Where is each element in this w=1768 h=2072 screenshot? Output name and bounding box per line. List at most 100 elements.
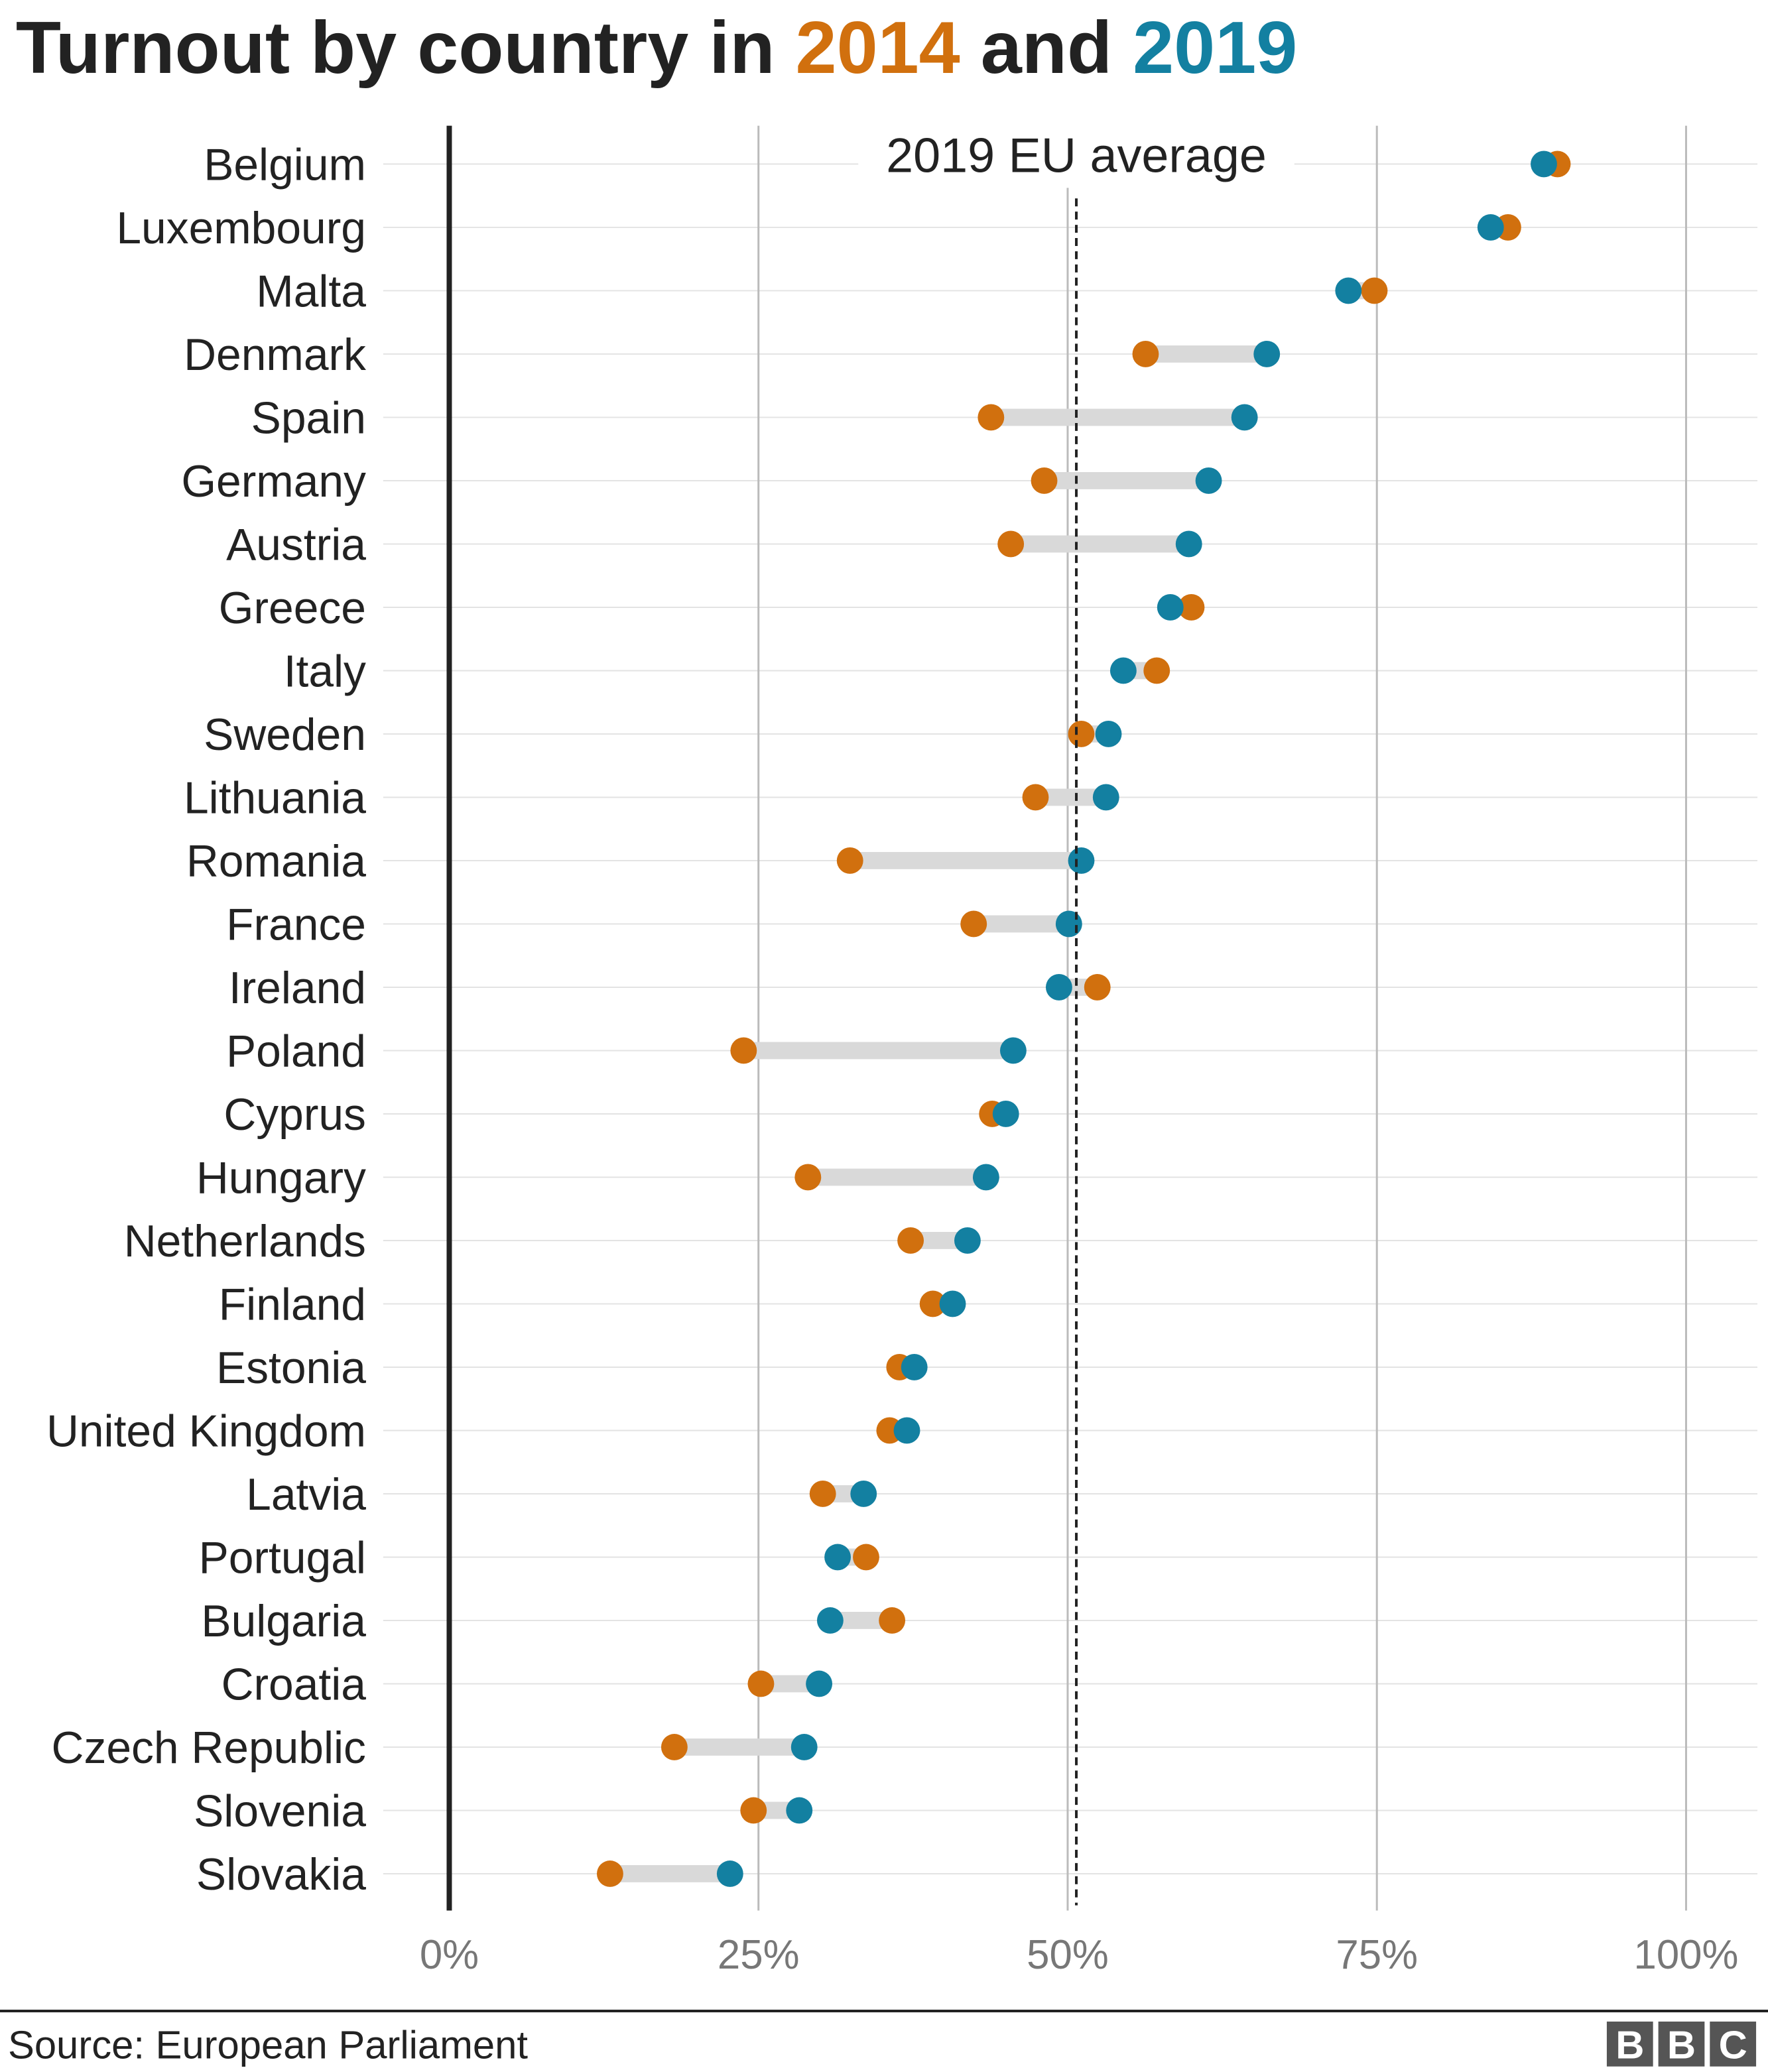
- country-label: Spain: [251, 393, 366, 443]
- dot-2019: [1045, 974, 1072, 1001]
- dot-2019: [1055, 910, 1082, 938]
- dot-2014: [1178, 594, 1205, 621]
- row-netherlands: Netherlands: [124, 1217, 981, 1266]
- dot-2019: [824, 1544, 851, 1571]
- dot-2019: [1195, 467, 1222, 494]
- title-year-2014: 2014: [796, 6, 960, 89]
- country-label: Slovenia: [194, 1786, 366, 1836]
- country-label: Finland: [219, 1280, 366, 1329]
- row-spain: Spain: [251, 393, 1258, 443]
- bbc-logo-block: [1606, 2021, 1653, 2067]
- row-united-kingdom: United Kingdom: [46, 1406, 920, 1456]
- row-slovenia: Slovenia: [194, 1786, 813, 1836]
- row-sweden: Sweden: [204, 710, 1122, 760]
- title-year-2019: 2019: [1133, 6, 1297, 89]
- country-label: Slovakia: [196, 1850, 366, 1900]
- country-label: Portugal: [199, 1533, 366, 1583]
- dot-2019: [850, 1481, 877, 1507]
- dot-2014: [897, 1227, 924, 1254]
- row-greece: Greece: [219, 583, 1205, 633]
- dot-2019: [893, 1417, 920, 1444]
- dot-2014: [730, 1037, 757, 1064]
- x-tick-label: 75%: [1336, 1932, 1418, 1978]
- country-label: Hungary: [196, 1153, 366, 1203]
- row-italy: Italy: [284, 646, 1170, 696]
- dot-2019: [1253, 341, 1281, 367]
- dot-2014: [960, 910, 987, 938]
- dot-2019: [1109, 657, 1137, 684]
- title-prefix: Turnout by country in: [16, 6, 796, 89]
- dot-2019: [1175, 530, 1202, 558]
- bbc-logo-block: [1658, 2021, 1705, 2067]
- dot-2019: [999, 1037, 1027, 1064]
- country-label: Sweden: [204, 710, 366, 760]
- row-latvia: Latvia: [246, 1470, 877, 1520]
- row-croatia: Croatia: [221, 1660, 833, 1709]
- dot-2014: [1143, 657, 1170, 684]
- vertical-gridlines: [757, 125, 1687, 1911]
- country-label: Italy: [284, 646, 366, 696]
- row-hungary: Hungary: [196, 1153, 999, 1203]
- country-label: Ireland: [229, 963, 366, 1013]
- dot-2019: [1068, 847, 1095, 874]
- country-label: Austria: [226, 520, 366, 570]
- row-bulgaria: Bulgaria: [201, 1597, 906, 1646]
- dot-2019: [954, 1227, 981, 1254]
- country-label: Cyprus: [223, 1090, 366, 1140]
- row-ireland: Ireland: [229, 963, 1111, 1013]
- row-belgium: Belgium: [204, 140, 1571, 190]
- row-germany: Germany: [181, 457, 1222, 507]
- country-label: Poland: [226, 1026, 366, 1076]
- dot-2014: [794, 1164, 822, 1191]
- dot-2014: [978, 404, 1005, 431]
- country-label: Germany: [181, 457, 366, 507]
- eu-average-label-bg: [858, 121, 1294, 188]
- dot-2014: [1031, 467, 1058, 494]
- dot-2019: [1231, 404, 1258, 431]
- x-tick-label: 100%: [1633, 1932, 1738, 1978]
- chart-title: Turnout by country in 2014 and 2019: [16, 6, 1297, 89]
- row-cyprus: Cyprus: [223, 1090, 1019, 1140]
- row-france: France: [226, 900, 1082, 949]
- dot-2014: [596, 1860, 623, 1887]
- dot-2019: [1095, 721, 1122, 747]
- row-portugal: Portugal: [199, 1533, 879, 1583]
- country-label: Lithuania: [184, 773, 366, 823]
- country-label: Netherlands: [124, 1217, 366, 1266]
- country-label: Croatia: [221, 1660, 367, 1709]
- row-malta: Malta: [256, 267, 1388, 316]
- dot-2019: [1092, 784, 1119, 811]
- x-tick-label: 25%: [718, 1932, 800, 1978]
- row-slovakia: Slovakia: [196, 1850, 743, 1900]
- row-estonia: Estonia: [216, 1343, 928, 1393]
- bbc-logo-letter: B: [1615, 2023, 1644, 2067]
- data-rows: Belgium Luxembourg Malta Denmark Spain German…: [46, 140, 1571, 1900]
- dot-2019: [816, 1607, 844, 1634]
- dot-2014: [1084, 974, 1111, 1001]
- dot-2014: [740, 1797, 767, 1824]
- row-luxembourg: Luxembourg: [116, 204, 1521, 253]
- dot-2019: [1531, 151, 1557, 178]
- dot-2019: [992, 1101, 1019, 1127]
- row-czech-republic: Czech Republic: [52, 1723, 818, 1773]
- dot-2014: [997, 530, 1025, 558]
- x-axis-ticks: 0% 25% 50% 75% 100%: [420, 1932, 1739, 1978]
- row-lithuania: Lithuania: [184, 773, 1119, 823]
- x-tick-label: 0%: [420, 1932, 479, 1978]
- dot-2014: [809, 1481, 836, 1507]
- source-text: Source: European Parliament: [8, 2023, 528, 2067]
- country-label: United Kingdom: [46, 1406, 366, 1456]
- country-label: Denmark: [184, 330, 366, 380]
- bbc-logo-block: [1710, 2021, 1757, 2067]
- dot-2019: [939, 1290, 966, 1317]
- eu-average-line: 2019 EU average: [858, 121, 1294, 1906]
- dot-2019: [1477, 214, 1504, 241]
- country-label: Bulgaria: [201, 1597, 366, 1646]
- dot-2014: [879, 1607, 906, 1634]
- dot-2014: [661, 1734, 688, 1760]
- x-tick-label: 50%: [1027, 1932, 1109, 1978]
- dot-2019: [790, 1734, 818, 1760]
- dot-2014: [1361, 277, 1388, 304]
- country-label: Latvia: [246, 1470, 366, 1520]
